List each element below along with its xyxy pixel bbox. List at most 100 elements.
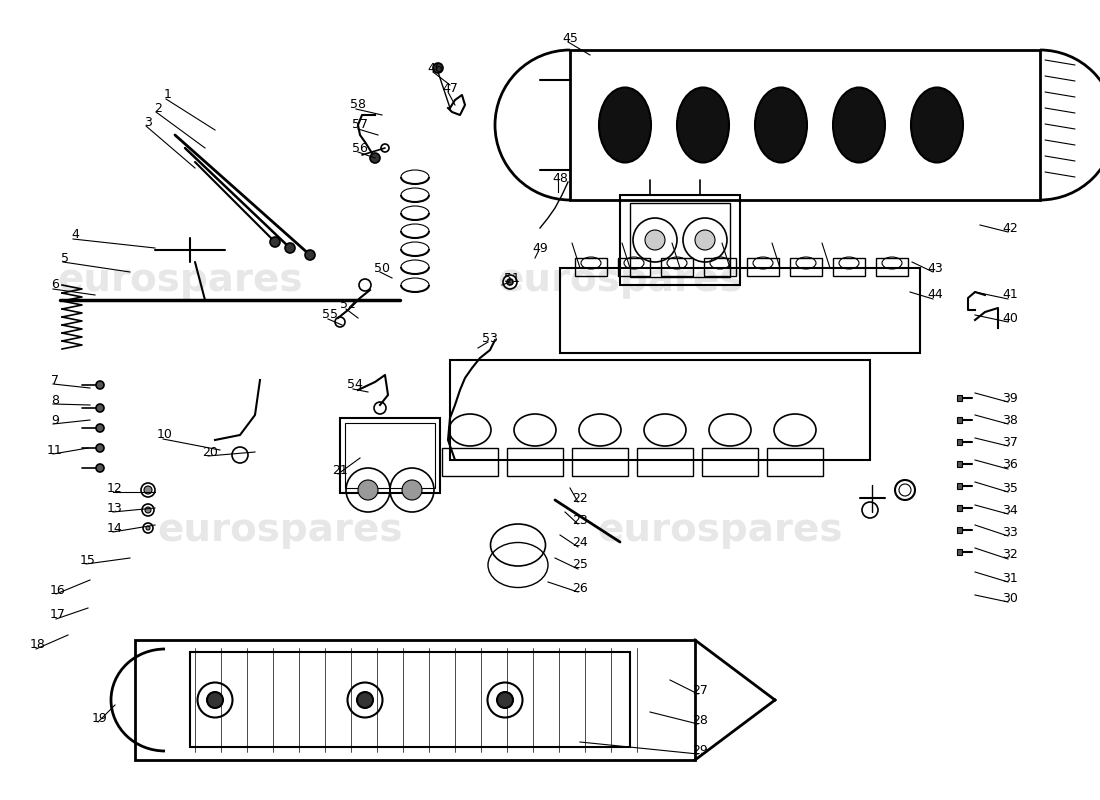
Text: 1: 1 xyxy=(164,89,172,102)
Text: 36: 36 xyxy=(1002,458,1018,471)
Text: 7: 7 xyxy=(51,374,59,386)
Bar xyxy=(572,448,628,476)
Bar xyxy=(630,203,730,277)
Text: eurospares: eurospares xyxy=(157,511,403,549)
Text: 12: 12 xyxy=(107,482,123,494)
Ellipse shape xyxy=(676,87,729,162)
Text: 4: 4 xyxy=(72,229,79,242)
Text: 30: 30 xyxy=(1002,591,1018,605)
Text: 22: 22 xyxy=(572,491,587,505)
Text: 37: 37 xyxy=(1002,435,1018,449)
Text: 2: 2 xyxy=(154,102,162,114)
Text: 15: 15 xyxy=(80,554,96,566)
Ellipse shape xyxy=(600,87,651,162)
Text: 13: 13 xyxy=(107,502,123,514)
Bar xyxy=(620,195,740,285)
Text: 9: 9 xyxy=(51,414,59,426)
Bar xyxy=(618,258,650,276)
Bar xyxy=(135,640,695,760)
Bar xyxy=(570,50,1040,200)
Text: 53: 53 xyxy=(482,331,498,345)
Ellipse shape xyxy=(833,87,886,162)
Bar xyxy=(957,483,962,489)
Text: 33: 33 xyxy=(1002,526,1018,538)
Text: 27: 27 xyxy=(692,683,708,697)
Circle shape xyxy=(96,444,104,452)
Text: 43: 43 xyxy=(927,262,943,274)
Text: 24: 24 xyxy=(572,537,587,550)
Text: 51: 51 xyxy=(504,271,520,285)
Text: eurospares: eurospares xyxy=(597,511,843,549)
Circle shape xyxy=(270,237,280,247)
Bar xyxy=(340,418,440,493)
Text: 21: 21 xyxy=(332,463,348,477)
Text: 5: 5 xyxy=(60,251,69,265)
Text: 50: 50 xyxy=(374,262,390,274)
Bar xyxy=(702,448,758,476)
Circle shape xyxy=(358,480,378,500)
Circle shape xyxy=(96,464,104,472)
Text: 52: 52 xyxy=(340,298,356,311)
Bar xyxy=(560,268,920,353)
Bar xyxy=(704,258,736,276)
Text: 25: 25 xyxy=(572,558,587,571)
Text: 10: 10 xyxy=(157,429,173,442)
Text: 58: 58 xyxy=(350,98,366,111)
Text: 55: 55 xyxy=(322,309,338,322)
Bar xyxy=(767,448,823,476)
Circle shape xyxy=(145,507,151,513)
Circle shape xyxy=(497,692,513,708)
Circle shape xyxy=(645,230,665,250)
Bar xyxy=(442,448,498,476)
Bar xyxy=(957,395,962,401)
Text: 34: 34 xyxy=(1002,503,1018,517)
Text: 56: 56 xyxy=(352,142,367,154)
Bar xyxy=(833,258,865,276)
Text: 45: 45 xyxy=(562,31,578,45)
Circle shape xyxy=(146,526,150,530)
Text: 38: 38 xyxy=(1002,414,1018,426)
Bar xyxy=(747,258,779,276)
Text: 3: 3 xyxy=(144,115,152,129)
Text: 18: 18 xyxy=(30,638,46,651)
Circle shape xyxy=(358,692,373,708)
Bar xyxy=(957,549,962,555)
Text: 47: 47 xyxy=(442,82,458,94)
Circle shape xyxy=(285,243,295,253)
Circle shape xyxy=(402,480,422,500)
Text: 41: 41 xyxy=(1002,289,1018,302)
Text: eurospares: eurospares xyxy=(57,261,303,299)
Circle shape xyxy=(96,381,104,389)
Text: 40: 40 xyxy=(1002,311,1018,325)
Bar xyxy=(957,505,962,511)
Bar xyxy=(876,258,907,276)
Text: 11: 11 xyxy=(47,443,63,457)
Bar xyxy=(190,652,630,747)
Ellipse shape xyxy=(911,87,962,162)
Text: 28: 28 xyxy=(692,714,708,726)
Bar xyxy=(637,448,693,476)
Bar xyxy=(957,417,962,423)
Text: 20: 20 xyxy=(202,446,218,458)
Text: 39: 39 xyxy=(1002,391,1018,405)
Bar xyxy=(661,258,693,276)
Text: 26: 26 xyxy=(572,582,587,594)
Circle shape xyxy=(305,250,315,260)
Circle shape xyxy=(507,279,513,285)
Text: eurospares: eurospares xyxy=(497,261,742,299)
Bar xyxy=(957,461,962,467)
Text: 32: 32 xyxy=(1002,549,1018,562)
Text: 54: 54 xyxy=(348,378,363,391)
Text: 8: 8 xyxy=(51,394,59,406)
Text: 46: 46 xyxy=(427,62,443,74)
Bar xyxy=(450,360,870,460)
Circle shape xyxy=(96,424,104,432)
Text: 6: 6 xyxy=(51,278,59,291)
Text: 44: 44 xyxy=(927,289,943,302)
Circle shape xyxy=(96,404,104,412)
Text: 19: 19 xyxy=(92,711,108,725)
Text: 49: 49 xyxy=(532,242,548,254)
Text: 57: 57 xyxy=(352,118,368,131)
Text: 23: 23 xyxy=(572,514,587,526)
Text: 35: 35 xyxy=(1002,482,1018,494)
